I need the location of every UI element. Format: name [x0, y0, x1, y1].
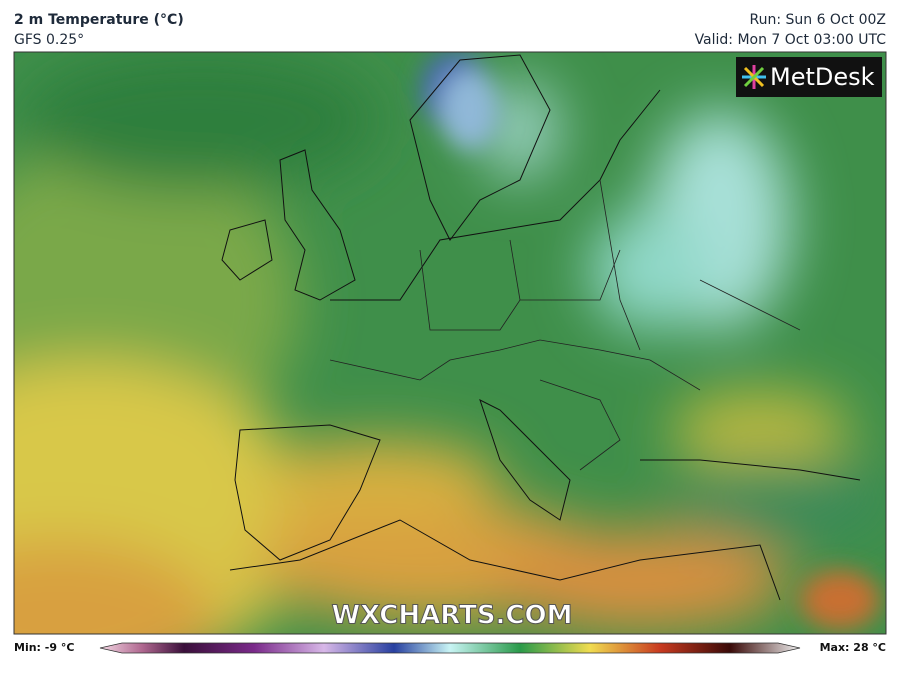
logo-text: MetDesk	[770, 63, 875, 91]
map-frame	[13, 51, 887, 635]
valid-time: Valid: Mon 7 Oct 03:00 UTC	[695, 32, 887, 48]
temperature-map: MetDesk WXCHARTS.COM	[14, 52, 886, 634]
watermark: WXCHARTS.COM	[331, 601, 572, 631]
max-label: Max: 28 °C	[820, 641, 886, 654]
model-name: GFS 0.25°	[14, 32, 84, 48]
logo-icon	[742, 65, 766, 89]
colorbar	[99, 642, 801, 654]
colorbar-scale	[99, 642, 801, 654]
min-label: Min: -9 °C	[14, 641, 74, 654]
run-time: Run: Sun 6 Oct 00Z	[749, 12, 886, 28]
coastlines	[221, 54, 861, 601]
borders	[329, 179, 801, 471]
map-title: 2 m Temperature (°C)	[14, 12, 184, 28]
